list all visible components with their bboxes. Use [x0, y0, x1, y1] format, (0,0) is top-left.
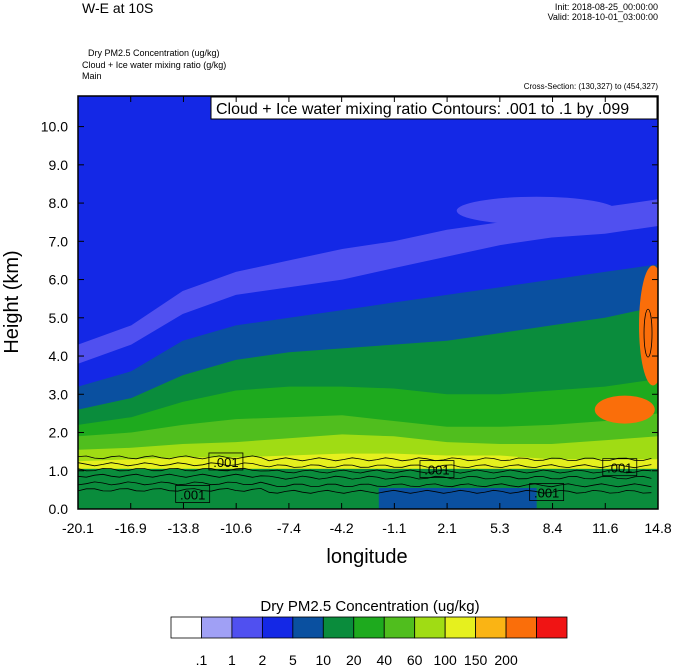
upper-low-pocket — [456, 196, 617, 225]
contour-label: .001 — [208, 452, 244, 471]
colorbar-label: 150 — [464, 652, 488, 667]
x-tick-label: -10.6 — [220, 520, 252, 536]
y-tick-label: 6.0 — [49, 272, 69, 288]
y-tick-label: 2.0 — [49, 425, 69, 441]
svg-text:.001: .001 — [534, 486, 559, 501]
cloud-contour-line — [78, 481, 652, 488]
svg-text:.001: .001 — [424, 463, 449, 478]
y-tick-label: 4.0 — [49, 348, 69, 364]
y-axis-title: Height (km) — [1, 250, 23, 353]
colorbar-label: .1 — [196, 652, 208, 667]
y-tick-label: 5.0 — [49, 310, 69, 326]
colorbar-swatch — [261, 616, 294, 639]
colorbar-swatch — [444, 616, 477, 639]
x-tick-label: 14.8 — [644, 520, 671, 536]
colorbar-label: 200 — [494, 652, 518, 667]
contour-annotation: Cloud + Ice water mixing ratio Contours:… — [210, 96, 658, 120]
colorbar-swatch — [292, 616, 324, 639]
colorbar-swatch — [170, 616, 202, 639]
colorbar-title: Dry PM2.5 Concentration (ug/kg) — [260, 598, 479, 615]
x-tick-label: -4.2 — [330, 520, 354, 536]
x-tick-label: -7.4 — [277, 520, 301, 536]
colorbar-label: 60 — [407, 652, 423, 667]
cloud-contour-line — [78, 467, 652, 474]
contour-label: .001 — [602, 458, 638, 477]
svg-text:Cloud + Ice water mixing ratio: Cloud + Ice water mixing ratio Contours:… — [216, 101, 629, 118]
colorbar-label: 100 — [433, 652, 457, 667]
svg-text:.001: .001 — [213, 455, 238, 470]
colorbar-label: 40 — [376, 652, 392, 667]
y-tick-label: 7.0 — [49, 233, 69, 249]
chart-title: W-E at 10S — [82, 0, 154, 16]
cloud-contour-line — [78, 487, 652, 494]
east-edge-pocket — [639, 265, 658, 386]
colorbar-label: 1 — [228, 652, 236, 667]
surface-pocket — [378, 487, 537, 509]
x-axis-title: longitude — [326, 546, 407, 568]
colorbar-label: 10 — [316, 652, 332, 667]
field-label-cloud-ice: Cloud + Ice water mixing ratio (g/kg) — [82, 60, 227, 70]
x-tick-label: -13.8 — [167, 520, 199, 536]
colorbar-swatch — [383, 616, 416, 639]
contour-label: .001 — [175, 485, 211, 503]
x-tick-label: -20.1 — [62, 520, 94, 536]
colorbar-swatch — [201, 616, 233, 639]
valid-time: Valid: 2018-10-01_03:00:00 — [547, 12, 658, 22]
colorbar-swatch — [505, 616, 537, 639]
x-tick-label: 2.1 — [437, 520, 457, 536]
cloud-contour-line — [78, 462, 652, 469]
field-label-main: Main — [82, 71, 102, 81]
x-tick-label: 11.6 — [592, 520, 618, 536]
cloud-contour-loop — [643, 308, 653, 358]
colorbar-swatch — [536, 616, 568, 639]
x-tick-label: -16.9 — [115, 520, 147, 536]
colorbar-label: 5 — [289, 652, 297, 667]
contour-label: .001 — [529, 483, 565, 501]
colorbar-swatch — [414, 616, 446, 639]
x-tick-label: -1.1 — [382, 520, 406, 536]
colorbar — [170, 616, 568, 639]
field-label-pm25: Dry PM2.5 Concentration (ug/kg) — [88, 48, 220, 58]
plot-frame — [77, 95, 659, 510]
colorbar-swatch — [231, 616, 263, 639]
high-concentration-pocket — [594, 395, 655, 424]
cross-section-label: Cross-Section: (130,327) to (454,327) — [523, 82, 658, 91]
y-tick-label: 1.0 — [49, 463, 69, 479]
y-tick-label: 3.0 — [49, 386, 69, 402]
init-time: Init: 2018-08-25_00:00:00 — [554, 2, 658, 12]
cloud-contour-line — [78, 455, 652, 462]
y-tick-label: 0.0 — [49, 501, 69, 517]
colorbar-label: 2 — [258, 652, 266, 667]
colorbar-swatch — [475, 616, 507, 639]
colorbar-swatch — [353, 616, 385, 639]
svg-text:.001: .001 — [180, 487, 205, 502]
contour-label: .001 — [419, 460, 455, 479]
colorbar-swatch — [322, 616, 355, 639]
svg-text:.001: .001 — [607, 461, 632, 476]
y-tick-label: 9.0 — [49, 157, 69, 173]
colorbar-label: 20 — [346, 652, 362, 667]
x-tick-label: 5.3 — [490, 520, 510, 536]
y-tick-label: 8.0 — [49, 195, 69, 211]
y-tick-label: 10.0 — [41, 119, 68, 135]
x-tick-label: 8.4 — [543, 520, 563, 536]
cloud-contour-line — [78, 473, 652, 480]
